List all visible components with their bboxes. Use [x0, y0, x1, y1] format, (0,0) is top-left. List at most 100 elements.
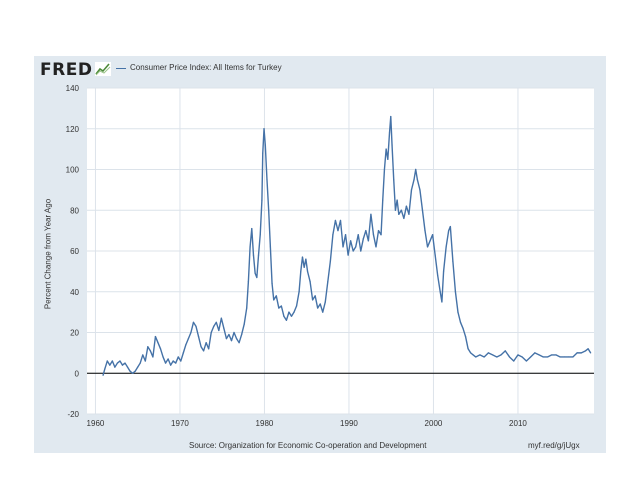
data-point — [180, 360, 182, 362]
data-point — [264, 144, 266, 146]
data-point — [403, 217, 405, 219]
data-point — [504, 350, 506, 352]
data-point — [492, 354, 494, 356]
data-point — [483, 356, 485, 358]
data-point — [159, 348, 162, 350]
y-tick-label: -20 — [67, 410, 79, 419]
data-point — [223, 327, 225, 330]
data-point — [213, 325, 215, 327]
data-point — [208, 348, 210, 350]
data-point — [119, 360, 121, 362]
data-point — [104, 368, 106, 370]
data-point — [405, 205, 408, 207]
data-point — [329, 260, 331, 262]
data-point — [147, 346, 149, 348]
data-point — [233, 331, 235, 334]
data-point — [391, 144, 393, 146]
data-point — [182, 352, 184, 354]
data-point — [295, 305, 298, 307]
data-point — [309, 280, 311, 283]
data-point — [355, 246, 357, 248]
data-point — [230, 340, 233, 342]
data-point — [203, 350, 205, 352]
data-point — [283, 315, 285, 317]
data-point — [365, 230, 367, 232]
y-tick-label: 140 — [66, 84, 80, 93]
data-point — [393, 179, 395, 181]
data-point — [106, 360, 108, 362]
data-point — [342, 246, 344, 248]
data-point — [190, 331, 192, 334]
data-point — [261, 199, 263, 201]
data-point — [157, 342, 159, 344]
data-point — [334, 219, 337, 222]
data-point — [195, 325, 197, 327]
data-point — [470, 352, 472, 354]
data-point — [337, 230, 339, 232]
data-point — [551, 354, 553, 356]
data-point — [347, 254, 349, 256]
data-point — [546, 356, 549, 358]
data-point — [175, 362, 177, 364]
series-line — [102, 115, 592, 376]
data-point — [467, 348, 469, 350]
legend-label: Consumer Price Index: All Items for Turk… — [130, 63, 282, 72]
data-point — [367, 240, 369, 242]
data-point — [132, 372, 134, 374]
data-point — [254, 272, 256, 275]
data-point — [584, 350, 587, 352]
data-point — [142, 354, 144, 356]
data-point — [538, 354, 540, 356]
data-point — [525, 360, 528, 362]
data-point — [322, 311, 324, 313]
data-point — [262, 152, 264, 154]
data-point — [413, 179, 415, 181]
data-point — [475, 356, 477, 358]
y-tick-label: 60 — [70, 247, 79, 256]
data-point — [247, 280, 249, 283]
data-point — [225, 338, 228, 340]
data-points — [102, 115, 592, 376]
data-point — [121, 364, 124, 366]
x-tick-labels: 1960 1970 1980 1990 2000 2010 — [87, 419, 528, 428]
x-tick-label: 2000 — [425, 419, 443, 428]
data-point — [238, 342, 240, 344]
data-point — [424, 230, 426, 232]
data-point — [257, 254, 260, 256]
data-point — [263, 128, 265, 130]
data-point — [339, 219, 342, 222]
data-point — [300, 270, 302, 272]
data-point — [228, 333, 230, 336]
data-point — [116, 362, 119, 364]
data-point — [390, 115, 392, 118]
data-point — [590, 352, 592, 354]
data-point — [164, 362, 167, 364]
data-point — [197, 335, 200, 338]
data-point — [576, 352, 578, 354]
data-point — [416, 179, 418, 181]
data-point — [162, 356, 164, 358]
data-point — [572, 356, 574, 358]
data-point — [210, 331, 212, 334]
data-point — [205, 342, 207, 344]
data-point — [319, 303, 321, 305]
source-note: Source: Organization for Economic Co-ope… — [189, 441, 427, 450]
data-point — [396, 199, 398, 201]
data-point — [280, 305, 282, 307]
data-point — [513, 360, 515, 362]
data-point — [350, 240, 352, 242]
data-point — [344, 234, 347, 236]
data-point — [394, 209, 397, 211]
data-point — [459, 321, 462, 323]
data-point — [144, 360, 146, 362]
data-point — [256, 276, 258, 279]
short-link[interactable]: myf.red/g/jUgx — [528, 441, 580, 450]
data-point — [152, 356, 154, 358]
fred-logo[interactable]: FRED — [40, 60, 93, 80]
x-tick-label: 2010 — [509, 419, 527, 428]
data-point — [251, 227, 253, 230]
data-point — [388, 132, 391, 134]
data-point — [370, 213, 372, 215]
data-point — [305, 258, 307, 260]
